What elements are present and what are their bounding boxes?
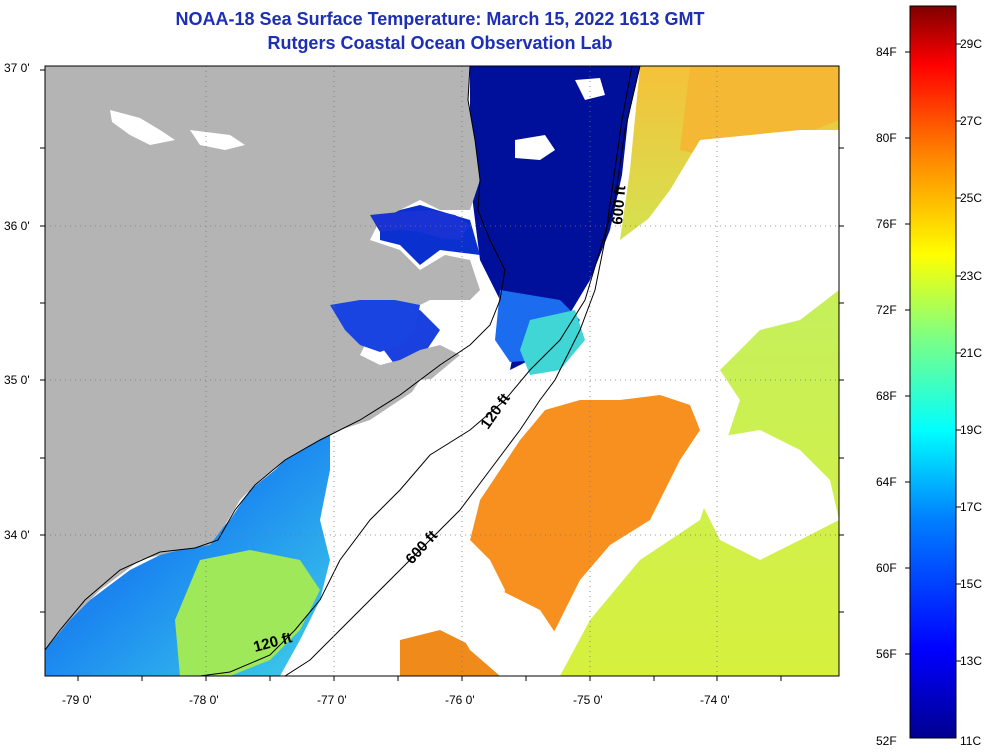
cbar-f-76: 76F: [876, 217, 897, 231]
cbar-c-19: 19C: [960, 423, 982, 437]
cbar-c-17: 17C: [960, 500, 982, 514]
lon-label-78: -78 0': [189, 693, 219, 707]
cbar-c-15: 15C: [960, 577, 982, 591]
cbar-f-60: 60F: [876, 561, 897, 575]
cbar-f-72: 72F: [876, 303, 897, 317]
cbar-f-56: 56F: [876, 647, 897, 661]
cbar-f-68: 68F: [876, 389, 897, 403]
lon-label-74: -74 0': [700, 693, 730, 707]
cbar-c-13: 13C: [960, 654, 982, 668]
lon-label-79: -79 0': [62, 693, 92, 707]
cbar-f-80: 80F: [876, 131, 897, 145]
cbar-c-25: 25C: [960, 191, 982, 205]
cbar-f-52: 52F: [876, 734, 897, 748]
contour-label-600-north: 600 ft: [609, 185, 629, 226]
lat-label-35: 35 0': [4, 373, 30, 387]
cbar-c-11: 11C: [960, 734, 981, 748]
cbar-c-23: 23C: [960, 269, 982, 283]
lat-label-36: 36 0': [4, 219, 30, 233]
lon-label-77: -77 0': [317, 693, 347, 707]
cbar-c-27: 27C: [960, 114, 982, 128]
lon-label-76: -76 0': [445, 693, 475, 707]
cbar-f-84: 84F: [876, 45, 897, 59]
cbar-c-21: 21C: [960, 346, 982, 360]
colorbar: [910, 6, 956, 738]
lon-label-75: -75 0': [573, 693, 603, 707]
lat-label-37: 37 0': [4, 61, 30, 75]
cbar-f-64: 64F: [876, 475, 897, 489]
lat-label-34: 34 0': [4, 528, 30, 542]
cbar-c-29: 29C: [960, 37, 982, 51]
